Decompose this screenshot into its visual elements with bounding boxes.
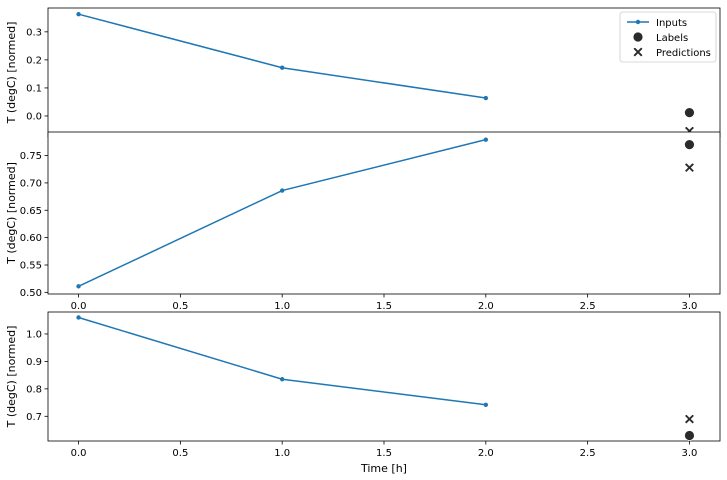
y-tick-label: 0.65	[20, 206, 42, 217]
chart-panel-3: 0.0 0.5 1.0 1.5 2.0 2.5 3.0 0.7 0.8 0.9 1.0 T (degC…	[5, 311, 721, 459]
x-tick-label: 1.5	[376, 301, 392, 312]
x-axis-label: Time [h]	[360, 462, 407, 475]
predictions-point	[683, 413, 696, 425]
x-tick-label: 0.5	[172, 301, 188, 312]
inputs-point	[279, 65, 285, 70]
labels-point	[684, 107, 695, 119]
x-tick-label: 2.5	[580, 301, 596, 312]
labels-point	[684, 139, 695, 150]
inputs-point	[76, 284, 81, 289]
inputs-point	[483, 402, 489, 407]
x-tick-label: 0.0	[71, 301, 87, 312]
chart-panel-2: 0.0 0.5 1.0 1.5 2.0 2.5 3.0 0.50 0.55 0.60 0.65 0.7…	[5, 131, 721, 312]
legend: Inputs Labels Predictions	[619, 11, 717, 63]
inputs-point	[279, 188, 285, 193]
y-tick-label: 0.70	[20, 178, 42, 189]
x-tick-label: 3.0	[682, 448, 698, 459]
y-axis-label: T (degC) [normed]	[5, 162, 18, 265]
y-tick-label: 0.55	[20, 260, 42, 271]
y-tick-label: 0.0	[26, 111, 42, 122]
x-tick-label: 3.0	[682, 301, 698, 312]
inputs-point	[76, 11, 81, 17]
y-tick-label: 0.75	[20, 151, 42, 162]
legend-labels-swatch	[632, 31, 644, 43]
inputs-point	[483, 137, 489, 142]
y-tick-label: 0.50	[20, 288, 42, 299]
y-axis-label: T (degC) [normed]	[5, 22, 18, 125]
y-axis-label: T (degC) [normed]	[5, 326, 18, 429]
y-tick-label: 1.0	[26, 329, 42, 340]
legend-entry-label: Inputs	[656, 18, 687, 29]
legend-predictions-swatch	[632, 46, 644, 58]
legend-inputs-dot	[635, 19, 641, 25]
x-tick-label: 2.0	[478, 448, 494, 459]
x-tick-label: 1.5	[376, 448, 392, 459]
x-tick-label: 1.0	[274, 448, 290, 459]
y-tick-label: 0.8	[26, 384, 42, 395]
legend-entry-label: Labels	[656, 33, 688, 44]
inputs-point	[76, 315, 81, 320]
legend-box	[619, 11, 717, 63]
y-tick-label: 0.1	[26, 83, 42, 94]
x-tick-label: 2.0	[478, 301, 494, 312]
y-tick-label: 0.7	[26, 412, 42, 423]
y-tick-label: 0.60	[20, 233, 42, 244]
labels-point	[684, 430, 695, 441]
x-tick-label: 2.5	[580, 448, 596, 459]
y-tick-label: 0.9	[26, 357, 42, 368]
inputs-point	[483, 95, 489, 101]
x-tick-label: 0.0	[71, 448, 87, 459]
x-tick-label: 1.0	[274, 301, 290, 312]
x-tick-label: 0.5	[172, 448, 188, 459]
y-tick-label: 0.3	[26, 27, 42, 38]
chart-panels: 0.0 0.5 1.0 1.5 2.0 2.5 3.0 0.0 0.1 0.2 0.3 T (degC…	[5, 7, 721, 459]
plot-area	[47, 131, 721, 295]
predictions-point	[683, 162, 696, 174]
y-tick-label: 0.2	[26, 55, 42, 66]
inputs-point	[279, 377, 285, 382]
plot-area	[47, 311, 721, 442]
legend-entry-label: Predictions	[656, 48, 711, 59]
plot-area	[47, 7, 721, 138]
